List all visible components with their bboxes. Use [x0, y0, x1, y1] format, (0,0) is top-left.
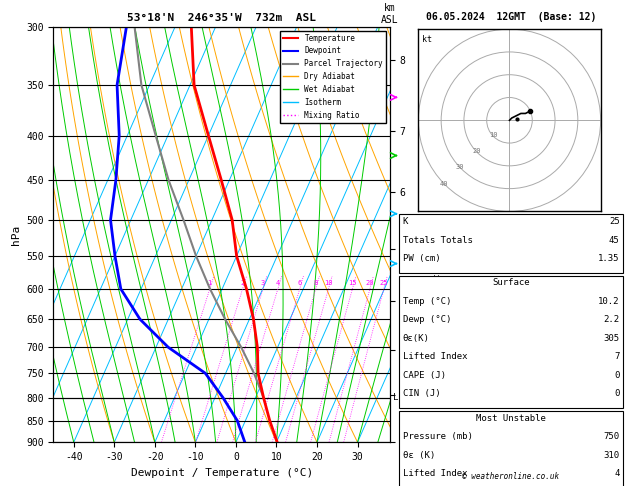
Text: 20: 20 [365, 279, 374, 286]
Text: 750: 750 [603, 432, 620, 441]
Y-axis label: hPa: hPa [11, 225, 21, 244]
Text: 30: 30 [456, 164, 465, 171]
Text: 1: 1 [208, 279, 212, 286]
Text: 10.2: 10.2 [598, 297, 620, 306]
Text: 10: 10 [324, 279, 333, 286]
Text: 15: 15 [348, 279, 357, 286]
Text: km
ASL: km ASL [381, 3, 399, 25]
Text: 310: 310 [603, 451, 620, 460]
Text: © weatheronline.co.uk: © weatheronline.co.uk [462, 472, 560, 481]
Text: Mixing Ratio (g/kg): Mixing Ratio (g/kg) [433, 225, 442, 327]
Text: 2.2: 2.2 [603, 315, 620, 325]
Text: θε (K): θε (K) [403, 451, 435, 460]
Text: 3: 3 [261, 279, 265, 286]
Text: 8: 8 [314, 279, 318, 286]
Text: 40: 40 [440, 181, 448, 187]
Text: 6: 6 [298, 279, 302, 286]
Text: 0: 0 [614, 389, 620, 399]
Text: 7: 7 [614, 352, 620, 362]
Text: 0: 0 [614, 371, 620, 380]
Text: Lifted Index: Lifted Index [403, 352, 467, 362]
Text: kt: kt [422, 35, 432, 44]
Text: 10: 10 [489, 132, 498, 138]
Text: Dewp (°C): Dewp (°C) [403, 315, 451, 325]
Text: Totals Totals: Totals Totals [403, 236, 472, 245]
Text: LCL: LCL [393, 393, 409, 402]
Text: 1.35: 1.35 [598, 254, 620, 263]
Text: 06.05.2024  12GMT  (Base: 12): 06.05.2024 12GMT (Base: 12) [426, 12, 596, 22]
Text: CIN (J): CIN (J) [403, 389, 440, 399]
Text: 25: 25 [379, 279, 388, 286]
Text: 25: 25 [609, 217, 620, 226]
Text: Temp (°C): Temp (°C) [403, 297, 451, 306]
Text: 4: 4 [276, 279, 280, 286]
Text: θε(K): θε(K) [403, 334, 430, 343]
Text: CAPE (J): CAPE (J) [403, 371, 445, 380]
Legend: Temperature, Dewpoint, Parcel Trajectory, Dry Adiabat, Wet Adiabat, Isotherm, Mi: Temperature, Dewpoint, Parcel Trajectory… [280, 31, 386, 122]
Text: 45: 45 [609, 236, 620, 245]
Text: Most Unstable: Most Unstable [476, 414, 546, 423]
Text: 305: 305 [603, 334, 620, 343]
Title: 53°18'N  246°35'W  732m  ASL: 53°18'N 246°35'W 732m ASL [127, 13, 316, 23]
X-axis label: Dewpoint / Temperature (°C): Dewpoint / Temperature (°C) [131, 468, 313, 478]
Text: Surface: Surface [493, 278, 530, 288]
Text: PW (cm): PW (cm) [403, 254, 440, 263]
Text: 20: 20 [472, 148, 481, 154]
Text: 4: 4 [614, 469, 620, 478]
Text: Pressure (mb): Pressure (mb) [403, 432, 472, 441]
Text: K: K [403, 217, 408, 226]
Text: Lifted Index: Lifted Index [403, 469, 467, 478]
Text: 2: 2 [240, 279, 245, 286]
